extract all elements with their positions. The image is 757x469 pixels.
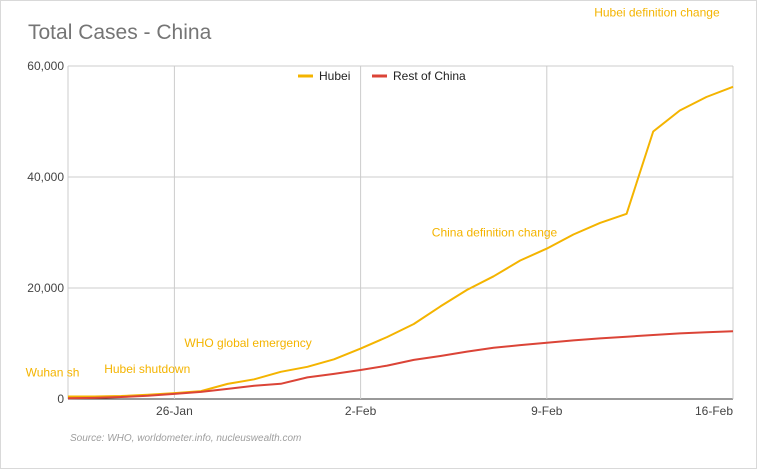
series-line-1 [67,330,734,400]
x-tick-label: 9-Feb [531,404,563,418]
series-line-0 [68,85,734,398]
annotation-label: Hubei definition change [594,5,720,19]
source-note: Source: WHO, worldometer.info, nucleuswe… [70,433,301,444]
series-lines [67,85,734,400]
x-tick-label: 26-Jan [156,404,193,418]
legend-label: Rest of China [393,69,466,83]
chart-title: Total Cases - China [28,21,212,44]
legend: Hubei Rest of China [298,69,466,83]
annotation-label: China definition change [432,226,558,240]
annotation-label: Wuhan sh [26,366,80,380]
annotation-label: WHO global emergency [184,336,311,350]
annotations: Wuhan sh Hubei shutdown WHO global emergen… [26,5,720,379]
y-tick-label: 40,000 [27,170,64,184]
y-tick-label: 60,000 [27,59,64,73]
y-tick-label: 0 [57,392,64,406]
y-tick-label: 20,000 [27,281,64,295]
annotation-label: Hubei shutdown [104,362,190,376]
x-tick-label: 16-Feb [695,404,733,418]
y-axis-ticks: 0 20,000 40,000 60,000 [27,59,64,406]
x-axis-ticks: 26-Jan 2-Feb 9-Feb 16-Feb [156,404,733,418]
x-tick-label: 2-Feb [345,404,377,418]
gridlines [67,65,734,400]
legend-label: Hubei [319,69,350,83]
